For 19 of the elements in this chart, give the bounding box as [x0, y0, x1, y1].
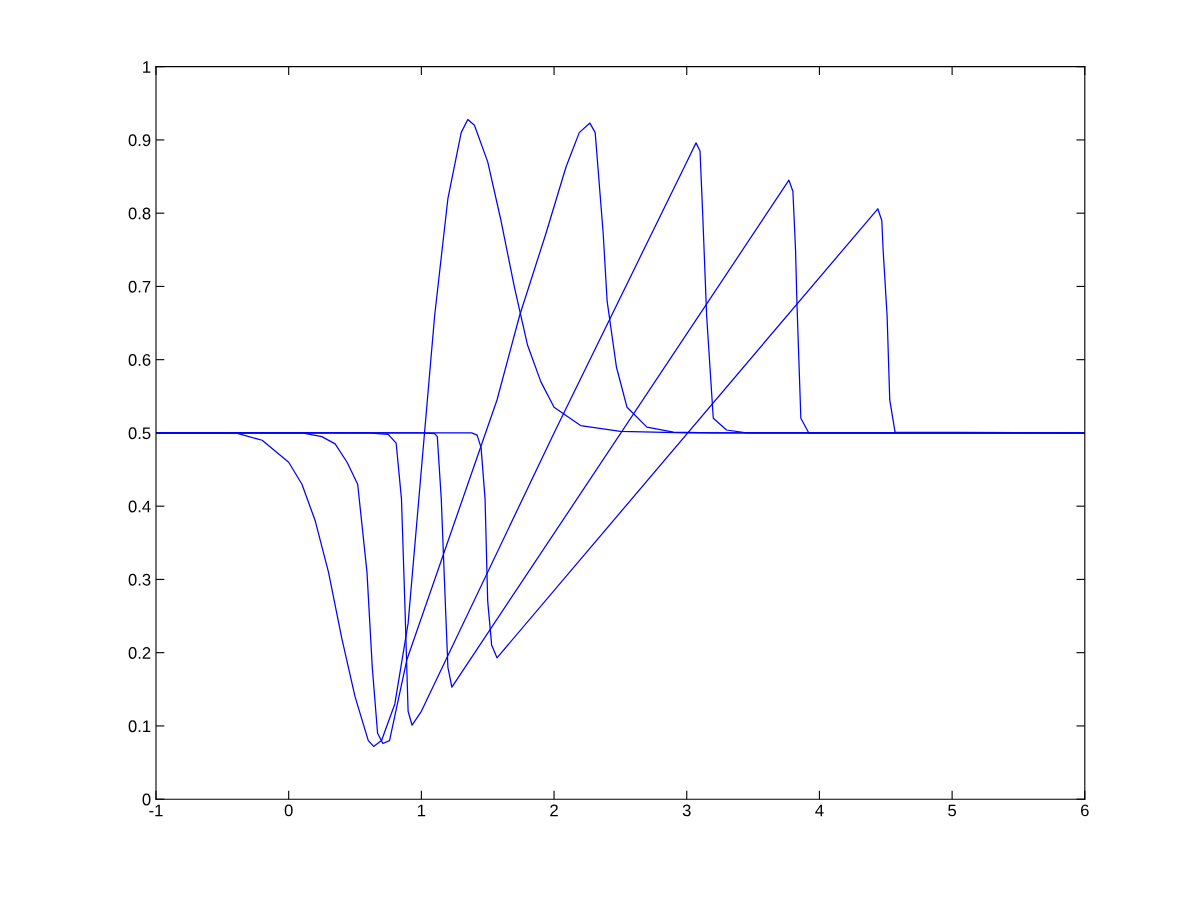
- x-tick-label: 5: [948, 804, 957, 817]
- y-tick-label: 0.5: [128, 427, 151, 440]
- y-tick-label: 0: [142, 793, 151, 806]
- y-tick-label: 1: [143, 61, 151, 73]
- y-tick-label: 0.9: [128, 134, 151, 147]
- x-tick-label: 1: [418, 804, 426, 817]
- x-tick-label: 2: [550, 804, 558, 817]
- x-tick-label: 6: [1081, 804, 1089, 817]
- x-tick-label: 0: [284, 804, 293, 817]
- y-tick-label: 0.6: [128, 354, 151, 366]
- y-tick-label: 0.8: [128, 207, 151, 220]
- x-tick-label: -1: [149, 804, 163, 817]
- x-tick-label: 4: [815, 804, 824, 817]
- y-tick-label: 0.7: [128, 280, 151, 293]
- y-tick-label: 0.2: [128, 647, 151, 659]
- y-tick-label: 0.1: [128, 720, 151, 733]
- y-tick-label: 0.4: [128, 500, 151, 513]
- y-tick-label: 0.3: [128, 573, 151, 586]
- x-tick-label: 3: [682, 804, 691, 817]
